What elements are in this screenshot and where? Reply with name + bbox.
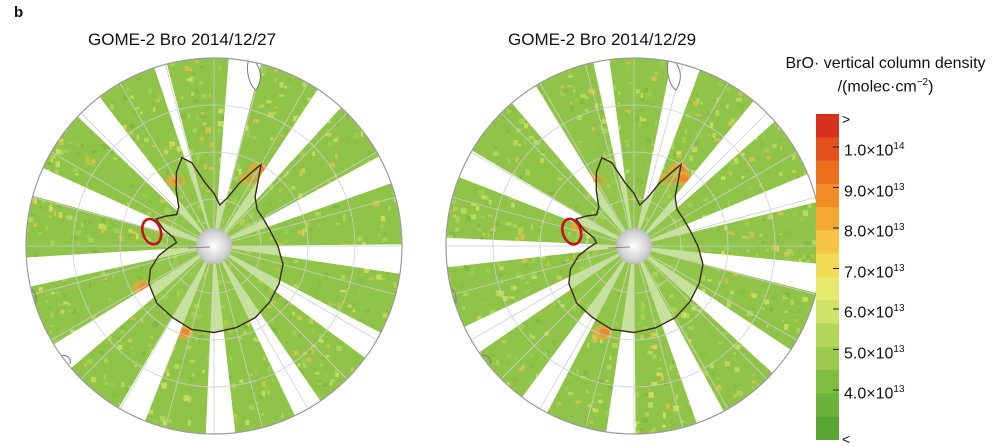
colorbar-segment xyxy=(816,277,839,301)
colorbar-segment xyxy=(816,114,839,138)
colorbar-segment xyxy=(816,137,839,161)
colorbar-tick-label: 7.0×1013 xyxy=(844,261,905,281)
colorbar-tick-label: 1.0×1014 xyxy=(844,139,905,159)
colorbar-segment xyxy=(816,161,839,185)
colorbar-tick-label: 4.0×1013 xyxy=(844,382,905,402)
colorbar-bottom-marker: < xyxy=(842,432,850,446)
legend-title: BrO· vertical column density /(molec·cm−… xyxy=(764,54,1007,96)
colorbar-segment xyxy=(816,347,839,371)
pole-hole xyxy=(616,228,652,264)
colorbar-segment xyxy=(816,417,839,440)
polar-map-2 xyxy=(444,56,824,436)
colorbar-tick-label: 6.0×1013 xyxy=(844,301,905,321)
colorbar-segment xyxy=(816,300,839,324)
legend-title-line2: /(molec·cm−2) xyxy=(764,73,1007,96)
colorbar-segment xyxy=(816,393,839,417)
panel-label: b xyxy=(14,4,23,21)
colorbar-segment xyxy=(816,207,839,231)
colorbar xyxy=(816,114,839,440)
colorbar-segment xyxy=(816,324,839,348)
legend-title-line1: BrO· vertical column density xyxy=(764,54,1007,73)
colorbar-tick-label: 5.0×1013 xyxy=(844,342,905,362)
map-title-1: GOME-2 Bro 2014/12/27 xyxy=(88,30,276,50)
polar-map-1 xyxy=(24,56,404,436)
colorbar-tick-label: 9.0×1013 xyxy=(844,180,905,200)
map-title-2: GOME-2 Bro 2014/12/29 xyxy=(508,30,696,50)
colorbar-tick-label: 8.0×1013 xyxy=(844,220,905,240)
pole-hole xyxy=(196,228,232,264)
colorbar-segment xyxy=(816,230,839,254)
colorbar-top-marker: > xyxy=(842,112,850,126)
colorbar-segment xyxy=(816,254,839,278)
